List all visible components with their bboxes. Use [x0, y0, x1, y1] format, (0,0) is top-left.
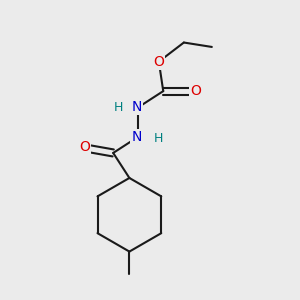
Text: H: H [153, 132, 163, 145]
Text: N: N [132, 130, 142, 144]
Text: O: O [79, 140, 90, 154]
Text: H: H [114, 101, 123, 114]
Text: O: O [153, 55, 164, 69]
Text: N: N [132, 100, 142, 114]
Text: O: O [190, 84, 201, 98]
